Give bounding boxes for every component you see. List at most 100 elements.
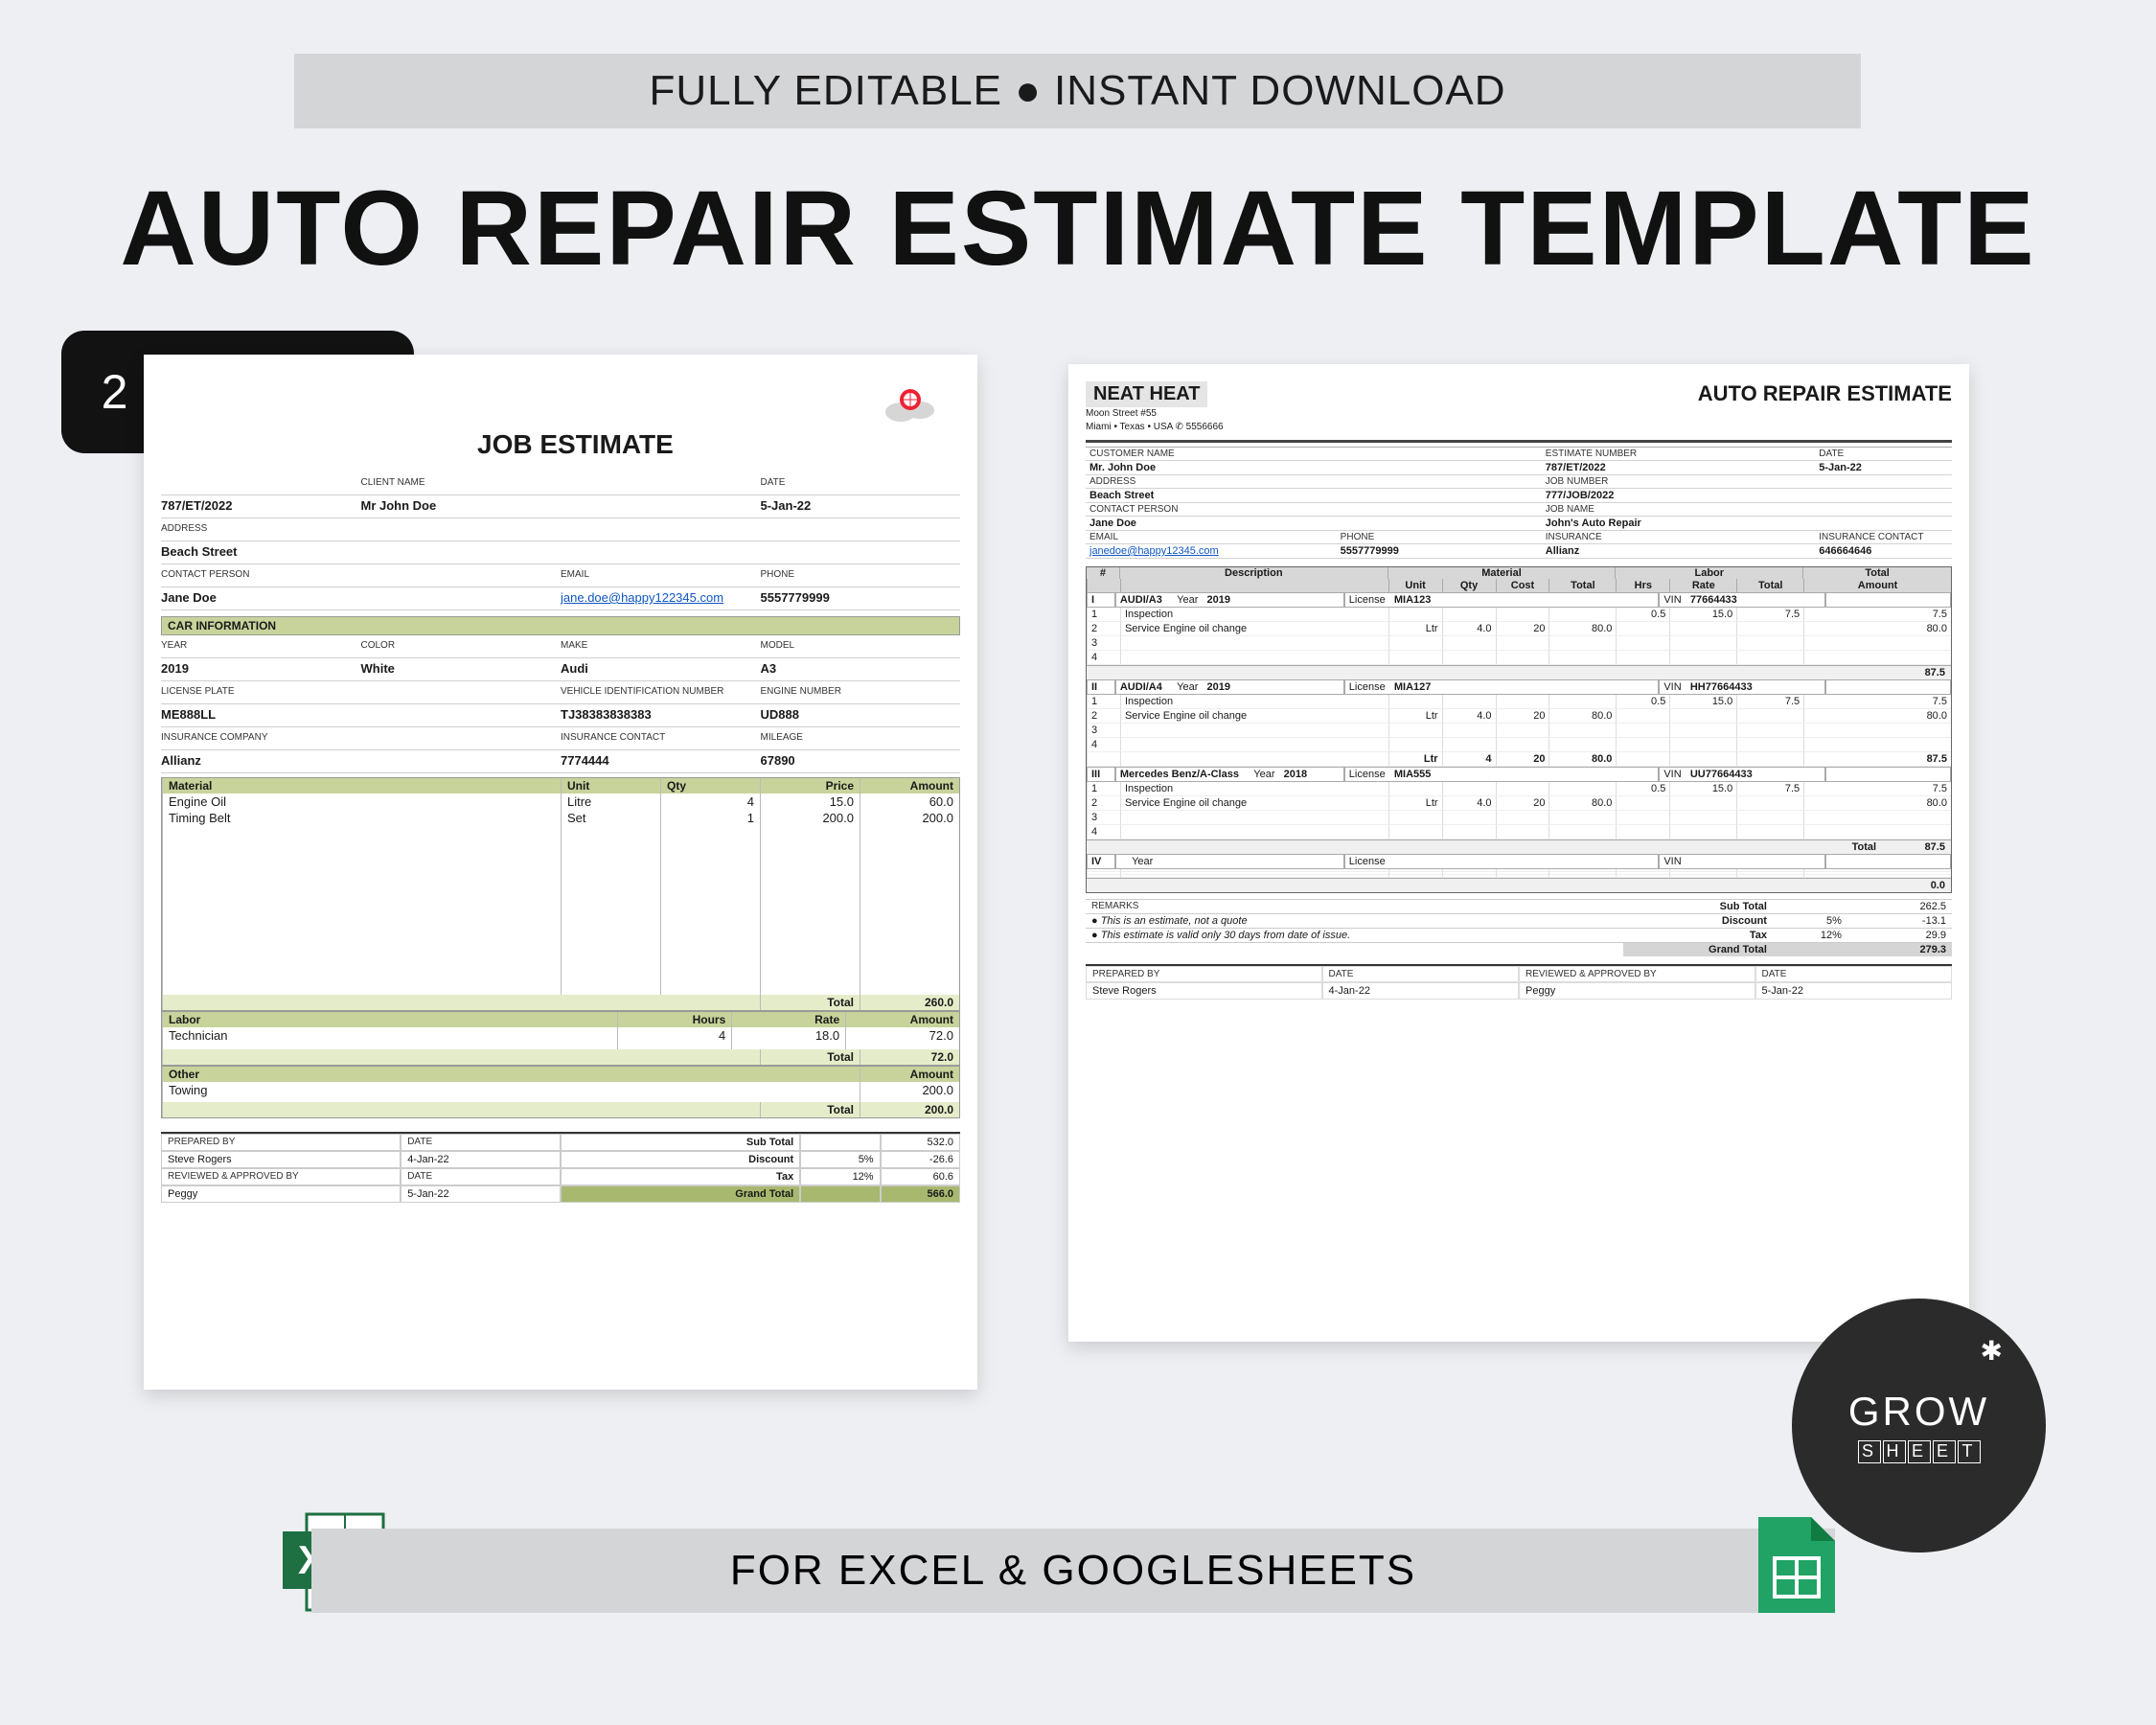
lab-total-value: 72.0 [860, 1049, 959, 1065]
vehicle-group-header: IV Year License VIN [1087, 854, 1951, 869]
th-ltot: Total [1736, 579, 1803, 592]
material-row: Engine OilLitre415.060.0 [162, 794, 959, 810]
d2-phone-v: 5557779999 [1337, 544, 1542, 559]
company-name: NEAT HEAT [1086, 381, 1207, 407]
email-label: EMAIL [561, 564, 761, 586]
rem1: ● This is an estimate, not a quote [1086, 913, 1623, 928]
tax-label: Tax [561, 1168, 800, 1185]
material-row [162, 889, 959, 910]
line-item-row: 4 [1087, 651, 1951, 665]
letter: S [1858, 1440, 1881, 1463]
client-value: Mr John Doe [361, 495, 562, 518]
lab-col-d: Amount [845, 1012, 959, 1027]
d2-gt-v: 279.3 [1847, 942, 1952, 956]
d2-sub-v: 262.5 [1847, 899, 1952, 913]
d2-est-l: ESTIMATE NUMBER [1542, 448, 1815, 461]
date-label: DATE [761, 472, 961, 494]
grow-line1: GROW [1848, 1389, 1989, 1435]
letter: H [1883, 1440, 1906, 1463]
lab-col-c: Rate [731, 1012, 845, 1027]
d2-rev-v: Peggy [1519, 982, 1755, 1000]
model-label: MODEL [761, 635, 961, 657]
prep-date-value: 4-Jan-22 [401, 1151, 561, 1168]
eng-label: ENGINE NUMBER [761, 681, 961, 703]
doc1-title: JOB ESTIMATE [477, 429, 674, 460]
th-desc: Description [1120, 567, 1388, 579]
lab-col-a: Labor [162, 1012, 617, 1027]
d2-tax-v: 29.9 [1847, 928, 1952, 942]
group-sum-row: Ltr42080.087.5 [1087, 752, 1951, 767]
d2-addr-l: ADDRESS [1086, 475, 1337, 489]
sheet-letters: S H E E T [1858, 1440, 1981, 1463]
est-no-value: 787/ET/2022 [161, 495, 361, 518]
year-value: 2019 [161, 658, 361, 680]
th-unit: Unit [1388, 579, 1442, 592]
sub-value: 532.0 [881, 1134, 960, 1151]
rem2: ● This estimate is valid only 30 days fr… [1086, 928, 1623, 942]
line-item-row: 2Service Engine oil changeLtr4.02080.080… [1087, 709, 1951, 724]
mile-label: MILEAGE [761, 727, 961, 749]
d2-disc-v: -13.1 [1847, 913, 1952, 928]
line-item-row: 4 [1087, 738, 1951, 752]
addr-label: ADDRESS [161, 518, 361, 540]
d2-disc-p: 5% [1773, 913, 1847, 928]
d2-job-l: JOB NUMBER [1542, 475, 1952, 489]
d2-prep-dl: DATE [1322, 966, 1519, 982]
prep-label: PREPARED BY [161, 1134, 401, 1151]
client-label: CLIENT NAME [361, 472, 562, 494]
d2-rev-l: REVIEWED & APPROVED BY [1519, 966, 1755, 982]
d2-cust-l: CUSTOMER NAME [1086, 448, 1337, 461]
prep-value: Steve Rogers [161, 1151, 401, 1168]
d2-rev-dl: DATE [1755, 966, 1952, 982]
main-title: AUTO REPAIR ESTIMATE TEMPLATE [96, 168, 2060, 289]
make-label: MAKE [561, 635, 761, 657]
sub-label: Sub Total [561, 1134, 800, 1151]
line-item-row: 1Inspection0.515.07.57.5 [1087, 608, 1951, 622]
mat-col-c: Qty [660, 778, 760, 794]
material-row [162, 932, 959, 953]
asterisk-icon: ✱ [1981, 1335, 2006, 1367]
line-item-row: 3 [1087, 636, 1951, 651]
oth-col-b: Amount [860, 1067, 959, 1082]
d2-date-l: DATE [1815, 448, 1952, 461]
google-sheets-icon [1754, 1512, 1840, 1618]
th-hrs: Hrs [1616, 579, 1669, 592]
oth-total-value: 200.0 [860, 1102, 959, 1117]
d2-email-l: EMAIL [1086, 531, 1337, 544]
oth-total-label: Total [760, 1102, 860, 1117]
material-row [162, 868, 959, 889]
th-no: # [1087, 567, 1120, 579]
labor-row: Technician418.072.0 [162, 1027, 959, 1044]
th-lab: Labor [1616, 567, 1803, 579]
addr-value: Beach Street [161, 541, 361, 564]
d2-gt-l: Grand Total [1623, 942, 1773, 956]
year-label: YEAR [161, 635, 361, 657]
material-row [162, 847, 959, 868]
th-mat: Material [1388, 567, 1617, 579]
model-value: A3 [761, 658, 961, 680]
phone-label: PHONE [761, 564, 961, 586]
d2-email-v[interactable]: janedoe@happy12345.com [1086, 544, 1337, 559]
top-banner: FULLY EDITABLE ● INSTANT DOWNLOAD [294, 54, 1861, 128]
company-addr2: Miami • Texas • USA ✆ 5556666 [1086, 421, 1519, 434]
letter: E [1933, 1440, 1956, 1463]
eng-value: UD888 [761, 704, 961, 726]
d2-tax-p: 12% [1773, 928, 1847, 942]
line-item-row: 2Service Engine oil changeLtr4.02080.080… [1087, 622, 1951, 636]
grow-sheet-badge: ✱ GROW S H E E T [1792, 1299, 2046, 1552]
line-item-row: 4 [1087, 825, 1951, 840]
color-label: COLOR [361, 635, 562, 657]
mile-value: 67890 [761, 750, 961, 772]
vin-value: TJ38383838383 [561, 704, 761, 726]
mat-col-b: Unit [561, 778, 660, 794]
contact-label: CONTACT PERSON [161, 564, 361, 586]
d2-jobn-l: JOB NAME [1542, 503, 1952, 517]
line-item-row: 3 [1087, 811, 1951, 825]
vehicle-group-header: IAUDI/A3 Year 2019License MIA123VIN 7766… [1087, 592, 1951, 608]
ins-label: INSURANCE COMPANY [161, 727, 361, 749]
d2-cont-l: CONTACT PERSON [1086, 503, 1337, 517]
th-cost: Cost [1496, 579, 1549, 592]
email-value[interactable]: jane.doe@happy122345.com [561, 587, 761, 610]
th-mtot: Total [1548, 579, 1616, 592]
vin-label: VEHICLE IDENTIFICATION NUMBER [561, 681, 761, 703]
